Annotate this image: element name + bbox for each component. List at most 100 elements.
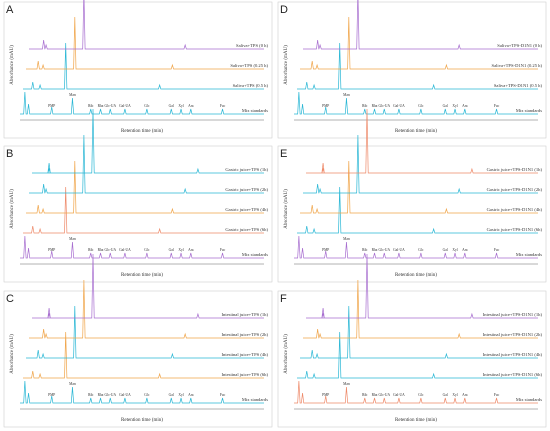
trace-label: Gastric juice+TPS-D1N1 (2h): [487, 187, 543, 192]
peak-label: PMP: [322, 248, 329, 252]
trace-label: Mix standards: [242, 397, 268, 402]
trace-line: [297, 186, 538, 234]
panel-e: E Absorbance (mAU) Retention time (min) Mix…: [277, 108, 547, 283]
trace-label: Intestinal juice+TPS (4h): [222, 352, 269, 357]
peak-label: Glc-UA: [378, 248, 390, 252]
peak-label: PMP: [48, 104, 55, 108]
peak-label: Xyl: [452, 393, 457, 397]
trace-label: Saliva+TPS (0.5 h): [233, 83, 269, 88]
trace-line: [300, 16, 538, 70]
trace-line: [23, 42, 264, 90]
peak-label: Glc: [144, 248, 150, 252]
trace-line: [300, 160, 538, 214]
trace-line: [303, 0, 538, 50]
trace-label: Mix standards: [516, 252, 542, 257]
panel-label: E: [280, 148, 287, 160]
panel-b: B Absorbance (mAU) Retention time (min) Mix…: [3, 108, 273, 283]
peak-label: Xyl: [452, 104, 457, 108]
panel-c: C Absorbance (mAU) Retention time (min) Mix…: [3, 253, 273, 428]
trace-label: Intestinal juice+TPS (6h): [222, 372, 269, 377]
peak-label: Glc: [418, 248, 424, 252]
trace-label: Intestinal juice+TPS-D1N1 (1h): [483, 312, 543, 317]
panel-f: F Absorbance (mAU) Retention time (min) Mix…: [277, 253, 547, 428]
peak-label: Ara: [188, 393, 194, 397]
peak-label: Gal-UA: [119, 393, 131, 397]
panel-d: D Absorbance (mAU) Retention time (min) Mix…: [277, 0, 547, 139]
x-axis-label: Retention time (min): [121, 129, 163, 134]
panel-label: D: [280, 4, 288, 16]
trace-line: [32, 108, 264, 174]
peak-label: Gal: [169, 104, 174, 108]
x-axis-label: Retention time (min): [121, 418, 163, 423]
peak-label: Gal: [443, 248, 448, 252]
trace-line: [23, 331, 264, 379]
x-axis-label: Retention time (min): [395, 129, 437, 134]
trace-label: Intestinal juice+TPS-D1N1 (4h): [483, 352, 543, 357]
trace-label: Mix standards: [242, 108, 268, 113]
peak-label: Gal-UA: [119, 104, 131, 108]
peak-label: Fuc: [494, 104, 500, 108]
peak-label: Ara: [462, 248, 468, 252]
trace-label: Gastric juice+TPS (6h): [225, 227, 268, 232]
trace-line: [26, 305, 264, 359]
y-axis-label: Absorbance (mAU): [284, 45, 289, 85]
x-axis-label: Retention time (min): [395, 273, 437, 278]
peak-label: Gal-UA: [393, 393, 405, 397]
panel-label: C: [6, 293, 14, 305]
trace-line: [294, 91, 538, 115]
peak-label: Ara: [462, 393, 468, 397]
peak-label: Glc: [144, 104, 150, 108]
trace-label: Saliva+TPS-D1N1 (0 h): [497, 43, 542, 48]
peak-label: Gal: [169, 248, 174, 252]
trace-line: [23, 186, 264, 234]
peak-label: Ara: [188, 248, 194, 252]
trace-label: Gastric juice+TPS (4h): [225, 207, 268, 212]
trace-line: [306, 253, 538, 319]
trace-line: [297, 42, 538, 90]
trace-label: Mix standards: [242, 252, 268, 257]
trace-label: Gastric juice+TPS-D1N1 (6h): [487, 227, 543, 232]
peak-label: Fuc: [220, 104, 226, 108]
peak-label: Gal-UA: [393, 104, 405, 108]
peak-label: Rib: [88, 248, 93, 252]
peak-label: Glc: [418, 393, 424, 397]
peak-label: Gal-UA: [393, 248, 405, 252]
peak-label: Rha: [98, 248, 104, 252]
peak-label: Glc: [418, 104, 424, 108]
peak-label: Rha: [98, 104, 104, 108]
peak-label: Glc-UA: [104, 248, 116, 252]
peak-label: Gal-UA: [119, 248, 131, 252]
peak-label: PMP: [48, 248, 55, 252]
peak-label: Man: [343, 382, 350, 386]
peak-label: Glc: [144, 393, 150, 397]
panel-frame: [277, 1, 547, 139]
panel-frame: [277, 145, 547, 283]
peak-label: Glc-UA: [378, 393, 390, 397]
y-axis-label: Absorbance (mAU): [10, 45, 15, 85]
peak-label: PMP: [322, 393, 329, 397]
panel-frame: [3, 145, 273, 283]
peak-label: Ara: [462, 104, 468, 108]
trace-label: Saliva+TPS (0 h): [236, 43, 268, 48]
panel-a: A Absorbance (mAU) Retention time (min) Mix…: [3, 0, 273, 139]
trace-line: [297, 331, 538, 379]
trace-label: Saliva+TPS-D1N1 (0.5 h): [494, 83, 543, 88]
trace-line: [303, 279, 538, 339]
peak-label: Glc-UA: [104, 393, 116, 397]
peak-label: Rib: [88, 393, 93, 397]
trace-line: [20, 235, 264, 259]
peak-label: Man: [69, 382, 76, 386]
peak-label: Man: [69, 237, 76, 241]
peak-label: Glc-UA: [378, 104, 390, 108]
trace-line: [294, 235, 538, 259]
panel-label: A: [6, 4, 14, 16]
peak-label: Xyl: [178, 393, 183, 397]
peak-label: Man: [69, 93, 76, 97]
trace-label: Gastric juice+TPS (1h): [225, 167, 268, 172]
trace-line: [26, 16, 264, 70]
trace-line: [20, 380, 264, 404]
trace-label: Gastric juice+TPS (2h): [225, 187, 268, 192]
trace-line: [29, 279, 264, 339]
peak-label: Fuc: [220, 393, 226, 397]
